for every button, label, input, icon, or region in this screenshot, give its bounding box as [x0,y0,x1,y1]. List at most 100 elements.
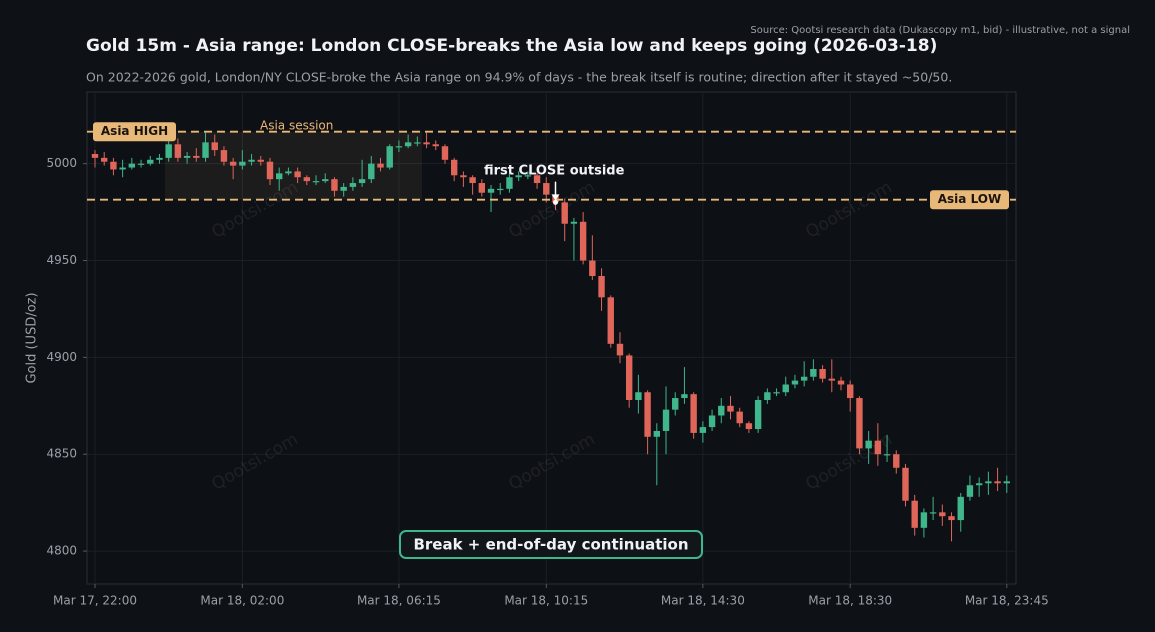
candle-body [570,221,578,224]
candle-body [248,159,255,162]
x-tick-label: Mar 18, 18:30 [808,594,892,608]
x-tick-label: Mar 18, 14:30 [661,594,745,608]
candle-body [543,183,550,195]
candle-body [561,202,568,224]
candle-body [681,394,688,399]
x-tick-label: Mar 18, 10:15 [504,594,588,608]
y-tick-label: 4900 [46,350,77,364]
candle-body [800,376,808,381]
candle-body [478,183,486,193]
summary-label: Break + end-of-day continuation [413,536,688,554]
x-tick-label: Mar 18, 06:15 [357,594,441,608]
chart-title: Gold 15m - Asia range: London CLOSE-brea… [86,36,937,56]
candle-body [368,163,375,180]
candle-body [303,177,311,182]
candle-body [736,411,743,424]
candle-body [828,378,835,381]
candle-body [174,144,182,158]
candle-body [137,163,145,165]
candle-body [865,440,872,449]
candle-body [708,415,716,428]
candle-body [202,142,209,158]
candle-body [625,355,633,400]
candle-body [386,146,393,168]
candle-body [441,146,449,160]
x-tick-label: Mar 18, 23:45 [965,594,1049,608]
candle-body [119,167,126,170]
candle-body [285,171,292,174]
candle-body [322,179,329,182]
candle-body [460,175,467,178]
candle-body [718,405,725,416]
candle-body [791,380,799,385]
candle-body [506,177,513,189]
candle-body [607,297,614,344]
summary-box [399,530,703,559]
candle-body [469,177,476,184]
candle-body [616,343,624,356]
candle-body [911,500,918,528]
candle-body [837,380,845,385]
y-tick-label: 4950 [46,253,77,267]
candle-body [165,144,172,158]
candle-body [727,405,734,412]
candle-body [635,392,642,400]
candle-body [975,483,983,486]
candle-body [579,221,587,261]
level-label: Asia LOW [938,192,1001,206]
candle-body [524,175,532,177]
level-badge [930,190,1009,210]
candle-body [340,186,347,191]
candle-body [883,454,891,456]
candle-body [662,409,670,431]
session-label: Asia session [260,119,333,133]
candle-body [128,163,136,168]
candle-body [156,157,163,160]
candle-body [294,171,301,178]
candle-body [266,161,274,180]
candle-body [782,384,789,393]
y-tick-label: 4800 [46,544,77,558]
candle-body [276,173,283,180]
candle-body [819,368,826,379]
candle-body [929,512,937,514]
candle-body [745,423,753,430]
source: Source: Qootsi research data (Dukascopy … [750,25,1130,36]
candle-body [432,144,439,147]
y-tick-label: 5000 [46,156,77,170]
candle-body [754,399,762,430]
candle-body [331,179,338,191]
candle-body [312,181,320,183]
candle-body [450,159,458,176]
candle-body [1003,481,1010,484]
candle-body [847,384,854,399]
candle-body [358,179,366,184]
candle-body [589,260,596,277]
candle-body [91,153,99,158]
candle-body [414,142,421,144]
candle-body [110,161,117,170]
candle-body [193,155,200,158]
y-axis-label: Gold (USD/oz) [25,292,40,383]
candle-body [856,398,863,449]
candle-body [672,398,679,410]
candle-body [920,512,928,528]
candle-body [902,467,909,501]
candle-body [994,481,1001,484]
candle-body [653,430,661,437]
candle-body [764,392,771,400]
candle-body [874,440,882,455]
candle-body [699,427,707,433]
candle-body [948,516,955,521]
candle-body [773,392,780,394]
candle-body [939,512,946,517]
level-label: Asia HIGH [101,124,168,138]
candle-body [957,496,964,521]
candle-body [404,142,412,147]
candle-body [487,188,495,193]
candle-body [257,159,264,162]
candle-body [893,454,900,468]
chart-subtitle: On 2022-2026 gold, London/NY CLOSE-broke… [86,70,952,85]
candle-body [515,175,522,178]
